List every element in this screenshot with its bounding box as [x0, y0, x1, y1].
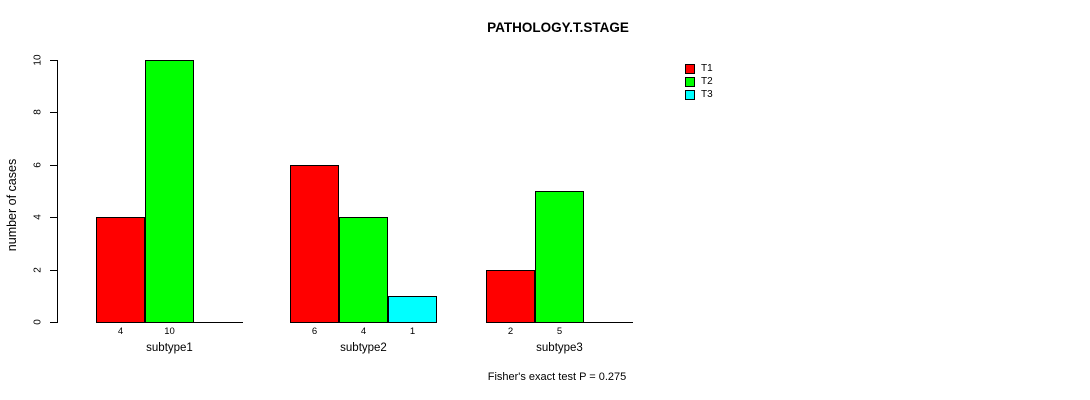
bar-count-T3-subtype2: 1 [409, 326, 416, 337]
y-tick-mark [50, 60, 57, 61]
bar-count-T1-subtype2: 6 [311, 326, 318, 337]
bar-T2-subtype1 [145, 60, 194, 323]
y-tick-label: 10 [32, 54, 44, 66]
legend: T1 T2 T3 [685, 63, 745, 103]
y-tick-mark [50, 164, 57, 166]
bar-count-T2-subtype3: 5 [556, 326, 563, 337]
bar-count-T2-subtype2: 4 [360, 326, 367, 337]
legend-swatch-T2 [685, 77, 695, 87]
y-tick-label: 4 [32, 214, 44, 220]
y-axis-line [57, 60, 58, 323]
annotation-fisher-test: Fisher's exact test P = 0.275 [487, 371, 627, 383]
y-tick-mark [50, 217, 57, 219]
category-label-subtype2: subtype2 [340, 342, 387, 354]
y-tick-label: 6 [32, 162, 44, 168]
category-label-subtype3: subtype3 [536, 342, 583, 354]
bar-count-T2-subtype1: 10 [164, 326, 175, 337]
legend-label-T3: T3 [701, 89, 713, 100]
y-tick-label: 0 [32, 319, 44, 325]
bar-T2-subtype2 [339, 217, 388, 323]
bar-T2-subtype3 [535, 191, 584, 323]
legend-swatch-T3 [685, 90, 695, 100]
legend-swatch-T1 [685, 64, 695, 74]
legend-label-T1: T1 [701, 63, 713, 74]
y-tick-mark [50, 112, 57, 114]
bar-count-T1-subtype3: 2 [507, 326, 514, 337]
y-tick-mark [50, 322, 57, 323]
chart-title: PATHOLOGY.T.STAGE [487, 20, 629, 35]
category-label-subtype1: subtype1 [146, 342, 193, 354]
y-tick-label: 2 [32, 266, 44, 273]
y-tick-mark [50, 269, 57, 271]
bar-T1-subtype1 [96, 217, 145, 323]
bar-count-T1-subtype1: 4 [117, 326, 124, 337]
bar-T3-subtype2 [388, 295, 437, 323]
y-tick-label: 8 [32, 109, 44, 116]
bar-T1-subtype2 [290, 164, 339, 323]
bar-T1-subtype3 [486, 269, 535, 323]
legend-label-T2: T2 [701, 76, 713, 87]
